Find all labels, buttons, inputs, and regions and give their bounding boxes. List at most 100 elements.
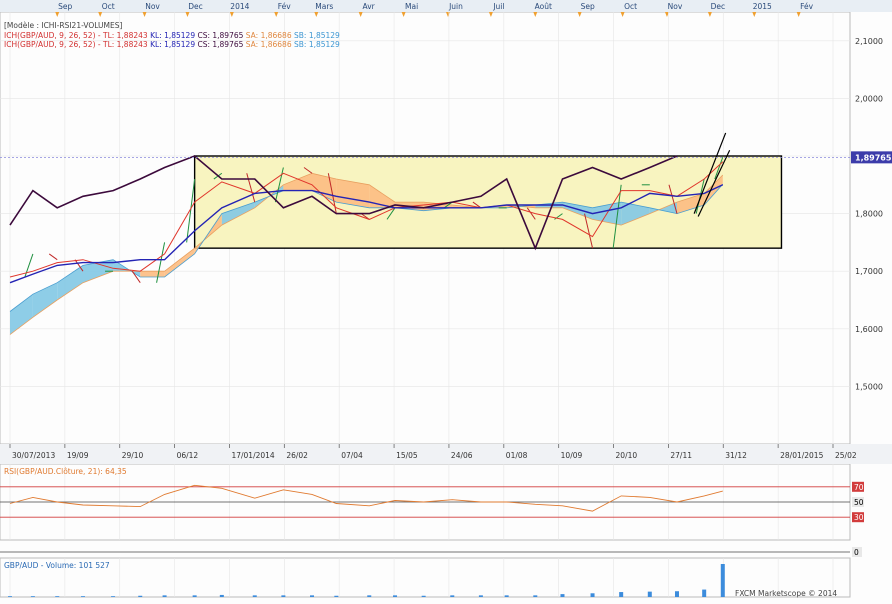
event-marker-icon[interactable] [185, 12, 190, 17]
event-marker-icon[interactable] [274, 12, 279, 17]
volume-bar [702, 589, 707, 597]
volume-bar [619, 592, 624, 597]
volume-bar [674, 591, 679, 597]
date-tick-label: 01/08 [506, 451, 528, 460]
event-marker-icon[interactable] [229, 12, 234, 17]
legend-prefix: ICH(GBP/AUD, 9, 26, 52) - [4, 31, 103, 40]
legend-kl: KL: 1,85129 [150, 31, 197, 40]
price-tick-label: 2,0000 [855, 94, 883, 103]
event-marker-icon[interactable] [358, 12, 363, 17]
rsi-level-label: 50 [854, 498, 864, 507]
volume-bar [30, 596, 35, 597]
price-bar [584, 213, 594, 249]
volume-bar [281, 595, 286, 597]
date-tick-label: 15/05 [396, 451, 418, 460]
volume-bar [55, 596, 60, 597]
zero-label: 0 [854, 548, 859, 557]
month-label: 2014 [230, 2, 249, 11]
price-bar [246, 173, 256, 203]
event-marker-icon[interactable] [796, 12, 801, 17]
rsi-level-badge [852, 512, 864, 523]
volume-bar [111, 596, 116, 597]
ichimoku-cloud-segment [10, 294, 33, 335]
volume-bar [421, 595, 426, 597]
price-bar [612, 184, 622, 249]
ichimoku-cloud-segment [676, 193, 705, 214]
event-marker-icon[interactable] [488, 12, 493, 17]
price-tick-label: 2,1000 [855, 37, 883, 46]
month-label: Nov [668, 2, 683, 11]
volume-pane[interactable] [0, 557, 851, 598]
current-price-label: 1,89765 [855, 153, 892, 162]
price-bar [714, 156, 724, 180]
ichimoku-cloud-segment [164, 248, 195, 277]
event-marker-icon[interactable] [577, 12, 582, 17]
date-tick-label: 28/01/2015 [780, 451, 823, 460]
volume-bar [138, 595, 143, 597]
date-tick-label: 30/07/2013 [12, 451, 55, 460]
month-label: Sep [58, 2, 72, 11]
month-label: Mars [315, 2, 333, 11]
senkou-b-line [9, 183, 724, 312]
ichimoku-cloud-segment [221, 202, 255, 226]
volume-bar [478, 595, 483, 597]
price-bar [186, 178, 196, 243]
month-label: Oct [102, 2, 115, 11]
price-bar [303, 167, 313, 174]
legend-tl: TL: 1,88243 [102, 31, 150, 40]
date-tick-label: 29/10 [122, 451, 144, 460]
month-label: Dec [711, 2, 726, 11]
event-marker-icon[interactable] [533, 12, 538, 17]
event-marker-icon[interactable] [707, 12, 712, 17]
volume-bar [504, 595, 509, 597]
legend-cs: CS: 1,89765 [197, 40, 245, 49]
date-tick-label: 27/11 [670, 451, 692, 460]
date-axis [0, 444, 892, 464]
event-marker-icon[interactable] [620, 12, 625, 17]
month-label: Dec [188, 2, 203, 11]
event-marker-icon[interactable] [752, 12, 757, 17]
month-label: Sep [581, 2, 595, 11]
month-label: Juil [492, 2, 504, 11]
price-bar [274, 167, 284, 203]
month-label: Nov [145, 2, 160, 11]
event-marker-icon[interactable] [55, 12, 60, 17]
event-marker-icon[interactable] [401, 12, 406, 17]
ichimoku-cloud-segment [621, 202, 650, 226]
date-tick-label: 31/12 [725, 451, 747, 460]
volume-bar [252, 595, 257, 597]
ichimoku-cloud-segment [82, 259, 114, 283]
date-tick-label: 24/06 [451, 451, 473, 460]
volume-bar [219, 594, 224, 597]
event-marker-icon[interactable] [314, 12, 319, 17]
event-marker-icon[interactable] [98, 12, 103, 17]
price-bar [48, 253, 58, 261]
rsi-level-badge [852, 481, 864, 492]
rsi-line [9, 484, 723, 512]
trend-line-lower[interactable] [697, 149, 731, 217]
trend-line-upper[interactable] [693, 132, 727, 214]
ichimoku-cloud-segment [369, 184, 396, 208]
legend-sa: SA: 1,86686 [246, 40, 294, 49]
month-label: Fév [800, 2, 814, 11]
rsi-level-badge [852, 497, 864, 507]
volume-bar [367, 595, 372, 597]
date-tick-label: 19/09 [67, 451, 89, 460]
event-marker-icon[interactable] [664, 12, 669, 17]
price-bar [472, 201, 482, 209]
legend-sa: SA: 1,86686 [246, 31, 294, 40]
zero-badge [852, 547, 862, 557]
volume-bar [533, 595, 538, 597]
volume-bar [80, 596, 85, 597]
ichimoku-cloud-segment [57, 265, 83, 300]
volume-bar [560, 594, 565, 597]
month-label: Fév [278, 2, 292, 11]
event-marker-icon[interactable] [142, 12, 147, 17]
month-label: Août [535, 2, 552, 11]
ichimoku-cloud-segment [283, 173, 313, 191]
price-bar [131, 270, 141, 284]
date-tick-label: 25/02 [835, 451, 857, 460]
month-label: 2015 [753, 2, 772, 11]
